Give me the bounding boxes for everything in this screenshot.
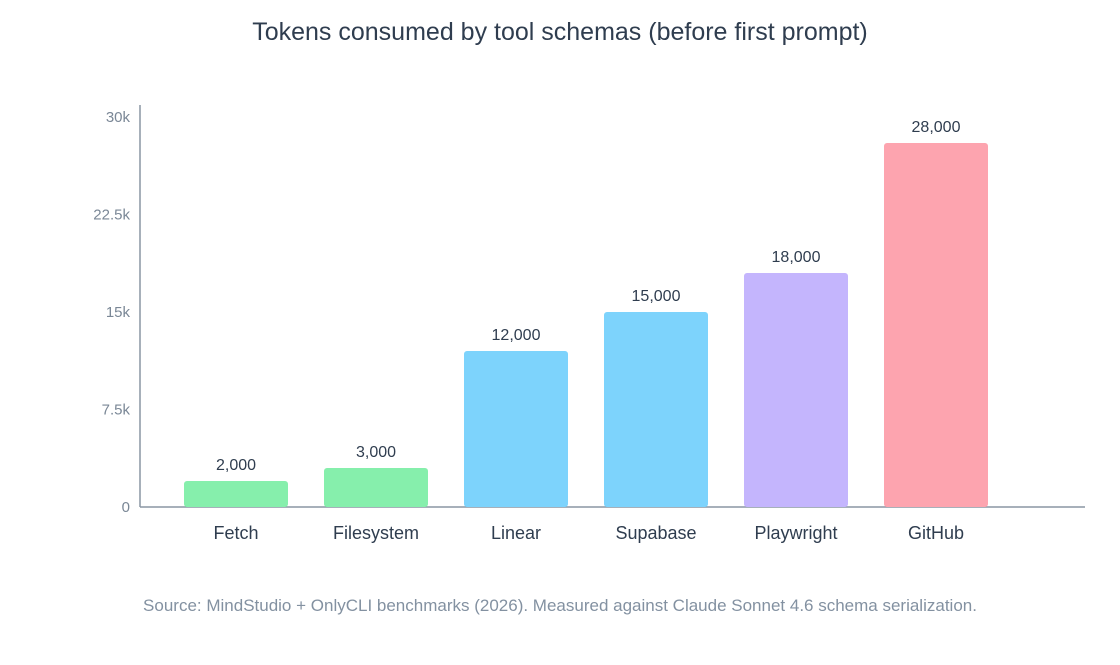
bar-playwright — [744, 273, 848, 507]
bar-value-label: 18,000 — [772, 249, 821, 266]
x-category-label: Fetch — [213, 523, 258, 543]
y-tick-label: 0 — [122, 499, 130, 516]
x-category-label: GitHub — [908, 523, 964, 543]
y-tick-label: 15k — [106, 304, 131, 321]
chart-title: Tokens consumed by tool schemas (before … — [252, 18, 868, 46]
bar-value-label: 28,000 — [912, 119, 961, 136]
bar-value-label: 15,000 — [632, 288, 681, 305]
bar-filesystem — [324, 468, 428, 507]
y-tick-label: 7.5k — [102, 402, 131, 419]
bar-github — [884, 143, 988, 507]
bar-linear — [464, 351, 568, 507]
x-category-label: Linear — [491, 523, 541, 543]
bar-value-label: 12,000 — [492, 327, 541, 344]
bar-fetch — [184, 481, 288, 507]
x-category-label: Playwright — [754, 523, 837, 543]
y-tick-label: 30k — [106, 109, 131, 126]
source-note: Source: MindStudio + OnlyCLI benchmarks … — [143, 596, 977, 615]
bar-labels: 2,000 Fetch 3,000 Filesystem 12,000 Linear 15,… — [213, 119, 964, 543]
bars — [184, 143, 988, 507]
bar-supabase — [604, 312, 708, 507]
bar-value-label: 2,000 — [216, 457, 256, 474]
y-axis-ticks: 0 7.5k 15k 22.5k 30k — [93, 109, 130, 516]
bar-value-label: 3,000 — [356, 444, 396, 461]
x-category-label: Filesystem — [333, 523, 419, 543]
y-tick-label: 22.5k — [93, 207, 130, 224]
x-category-label: Supabase — [615, 523, 696, 543]
